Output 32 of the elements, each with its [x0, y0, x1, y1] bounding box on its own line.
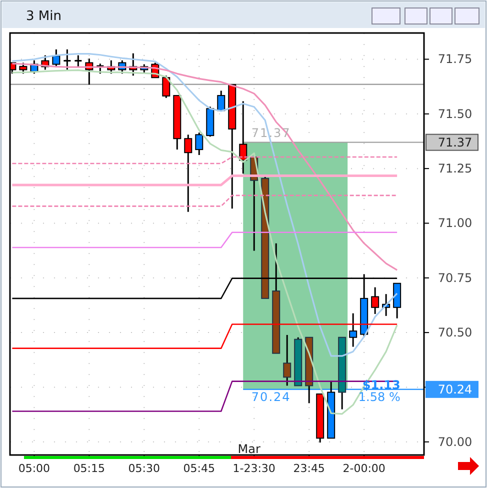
ref-line-label: 71.37 [438, 135, 472, 150]
annotation: 70.24 [251, 390, 291, 404]
candlestick [19, 62, 28, 74]
y-tick-label: 70.50 [438, 326, 472, 340]
y-tick-label: 71.50 [438, 106, 472, 121]
x-tick-label: 05:00 [18, 462, 50, 475]
candlestick [195, 132, 204, 156]
candlestick [184, 134, 192, 213]
annotation: 1.58 % [358, 390, 400, 404]
candlestick [371, 286, 380, 315]
candlestick [349, 312, 358, 348]
candlestick [62, 48, 72, 70]
x-tick-label: 2-00:00 [342, 462, 386, 475]
annotation: $1.13 [362, 378, 400, 392]
x-tick-label: 1-23:30 [232, 462, 276, 475]
x-tick-label: 05:30 [128, 462, 160, 475]
x-tick-label: 05:45 [183, 462, 215, 475]
candlestick [217, 90, 226, 112]
x-tick-label: 05:15 [73, 462, 106, 475]
candlestick [52, 48, 60, 68]
chart-title: 3 Min [26, 9, 62, 24]
candlestick [283, 334, 292, 386]
y-tick-label: 70.75 [438, 270, 472, 285]
candlestick [162, 74, 170, 99]
y-tick-label: 71.25 [438, 162, 472, 176]
annotation: Mar [238, 442, 260, 456]
candlestick [74, 54, 82, 68]
ref-line-label: 70.24 [438, 382, 472, 396]
y-tick-label: 71.00 [438, 216, 472, 230]
x-tick-label: 23:45 [293, 462, 325, 475]
y-tick-label: 70.00 [438, 434, 472, 449]
y-tick-label: 71.75 [438, 52, 472, 66]
